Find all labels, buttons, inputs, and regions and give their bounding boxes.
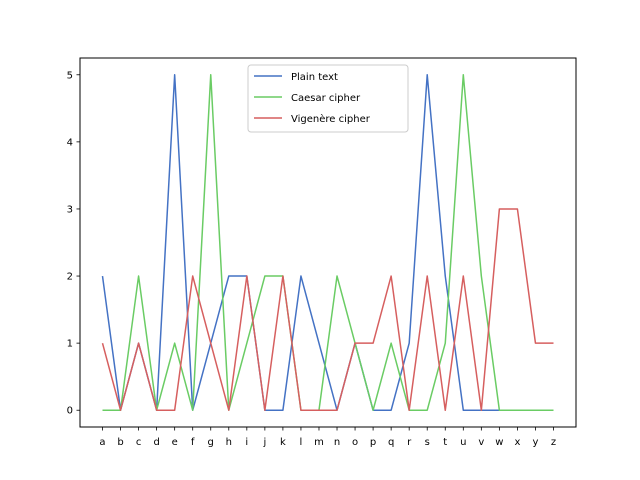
x-tick-label: w [495,437,503,448]
legend-label-2: Vigenère cipher [291,113,371,125]
x-tick-label: d [153,437,159,448]
y-tick-label: 0 [67,406,73,417]
legend-label-1: Caesar cipher [291,93,361,104]
series-line-0 [101,74,554,411]
x-tick-label: n [334,437,340,448]
y-axis: 0 1 2 3 4 5 [67,70,80,417]
y-tick-label: 2 [67,272,73,283]
x-tick-label: p [370,437,376,448]
x-tick-label: j [262,437,266,448]
series-line-2 [101,208,554,411]
x-tick-label: b [117,437,123,448]
x-tick-label: y [532,437,538,448]
x-tick-label: g [208,437,214,448]
y-tick-label: 4 [67,137,73,148]
x-tick-label: e [172,437,178,448]
x-tick-label: o [352,437,358,448]
y-tick-label: 3 [67,204,73,215]
series-lines [101,74,554,411]
x-tick-label: t [443,437,447,448]
x-tick-label: a [99,437,105,448]
x-tick-label: c [136,437,142,448]
x-tick-label: x [514,437,520,448]
series-line-1 [102,74,554,411]
plot-area-frame [79,57,577,428]
legend-box [247,64,409,133]
x-tick-label: q [388,437,394,448]
x-tick-label: z [551,437,556,448]
x-tick-label: u [460,437,466,448]
x-tick-label: k [280,437,286,448]
x-tick-label: m [314,437,324,448]
x-tick-label: f [191,437,195,448]
y-tick-label: 5 [67,70,73,81]
x-tick-label: s [425,437,430,448]
x-tick-label: r [407,437,412,448]
legend-label-0: Plain text [291,72,338,83]
y-tick-label: 1 [67,339,73,350]
x-tick-label: l [300,437,303,448]
legend: Plain text Caesar cipher Vigenère cipher [247,64,409,133]
x-tick-label: i [245,437,248,448]
x-tick-label: h [226,437,232,448]
x-tick-label: v [478,437,484,448]
